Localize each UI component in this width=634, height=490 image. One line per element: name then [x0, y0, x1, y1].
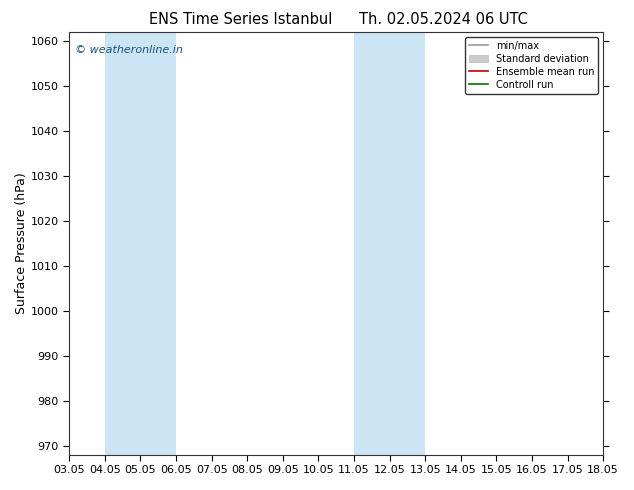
Legend: min/max, Standard deviation, Ensemble mean run, Controll run: min/max, Standard deviation, Ensemble me…: [465, 37, 598, 94]
Bar: [105, 32, 176, 455]
Text: ENS Time Series Istanbul: ENS Time Series Istanbul: [149, 12, 333, 27]
Text: © weatheronline.in: © weatheronline.in: [75, 45, 183, 55]
Text: Th. 02.05.2024 06 UTC: Th. 02.05.2024 06 UTC: [359, 12, 528, 27]
Y-axis label: Surface Pressure (hPa): Surface Pressure (hPa): [15, 172, 28, 314]
Bar: [354, 32, 425, 455]
